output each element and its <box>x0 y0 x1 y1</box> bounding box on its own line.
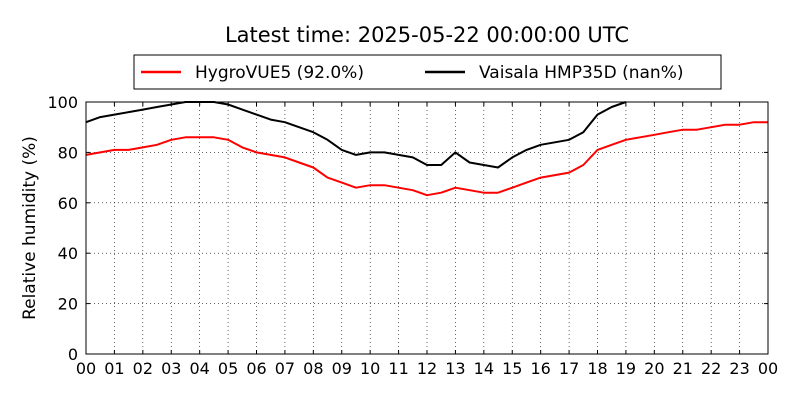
y-tick-label: 40 <box>58 244 78 263</box>
x-tick-label: 05 <box>218 359 238 378</box>
x-tick-label: 11 <box>388 359 408 378</box>
x-tick-label: 00 <box>758 359 778 378</box>
x-tick-label: 09 <box>332 359 352 378</box>
x-tick-label: 23 <box>729 359 749 378</box>
x-tick-label: 01 <box>104 359 124 378</box>
x-tick-label: 12 <box>417 359 437 378</box>
x-tick-label: 20 <box>644 359 664 378</box>
chart-title: Latest time: 2025-05-22 00:00:00 UTC <box>225 23 629 47</box>
x-tick-label: 16 <box>530 359 550 378</box>
x-tick-label: 15 <box>502 359 522 378</box>
x-tick-label: 06 <box>246 359 266 378</box>
legend: HygroVUE5 (92.0%) Vaisala HMP35D (nan%) <box>133 54 722 90</box>
grid <box>86 102 768 354</box>
x-tick-label: 13 <box>445 359 465 378</box>
x-tick-label: 21 <box>673 359 693 378</box>
y-axis-ticks: 0 20 40 60 80 100 <box>47 93 768 364</box>
legend-label-vaisala: Vaisala HMP35D (nan%) <box>479 63 683 83</box>
x-tick-label: 02 <box>133 359 153 378</box>
y-tick-label: 100 <box>47 93 78 112</box>
x-tick-label: 18 <box>587 359 607 378</box>
x-tick-label: 10 <box>360 359 380 378</box>
series-line-vaisala <box>85 101 627 169</box>
x-tick-label: 19 <box>616 359 636 378</box>
plot-frame <box>85 101 769 355</box>
x-tick-label: 00 <box>76 359 96 378</box>
x-tick-label: 22 <box>701 359 721 378</box>
series-lines <box>85 101 768 197</box>
x-tick-label: 03 <box>161 359 181 378</box>
legend-label-hygrovue5: HygroVUE5 (92.0%) <box>195 63 364 83</box>
x-axis-ticks: 00 01 02 03 04 05 06 07 08 09 10 11 12 13 14 15 16 17 18 19… <box>76 102 778 378</box>
series-line-hygrovue5 <box>85 121 768 197</box>
x-tick-label: 08 <box>303 359 323 378</box>
x-tick-label: 04 <box>189 359 209 378</box>
y-tick-label: 20 <box>58 295 78 314</box>
x-tick-label: 14 <box>474 359 494 378</box>
y-tick-label: 0 <box>68 345 78 364</box>
y-axis-label: Relative humidity (%) <box>20 136 40 320</box>
x-tick-label: 17 <box>559 359 579 378</box>
y-tick-label: 60 <box>58 194 78 213</box>
x-tick-label: 07 <box>275 359 295 378</box>
y-tick-label: 80 <box>58 143 78 162</box>
